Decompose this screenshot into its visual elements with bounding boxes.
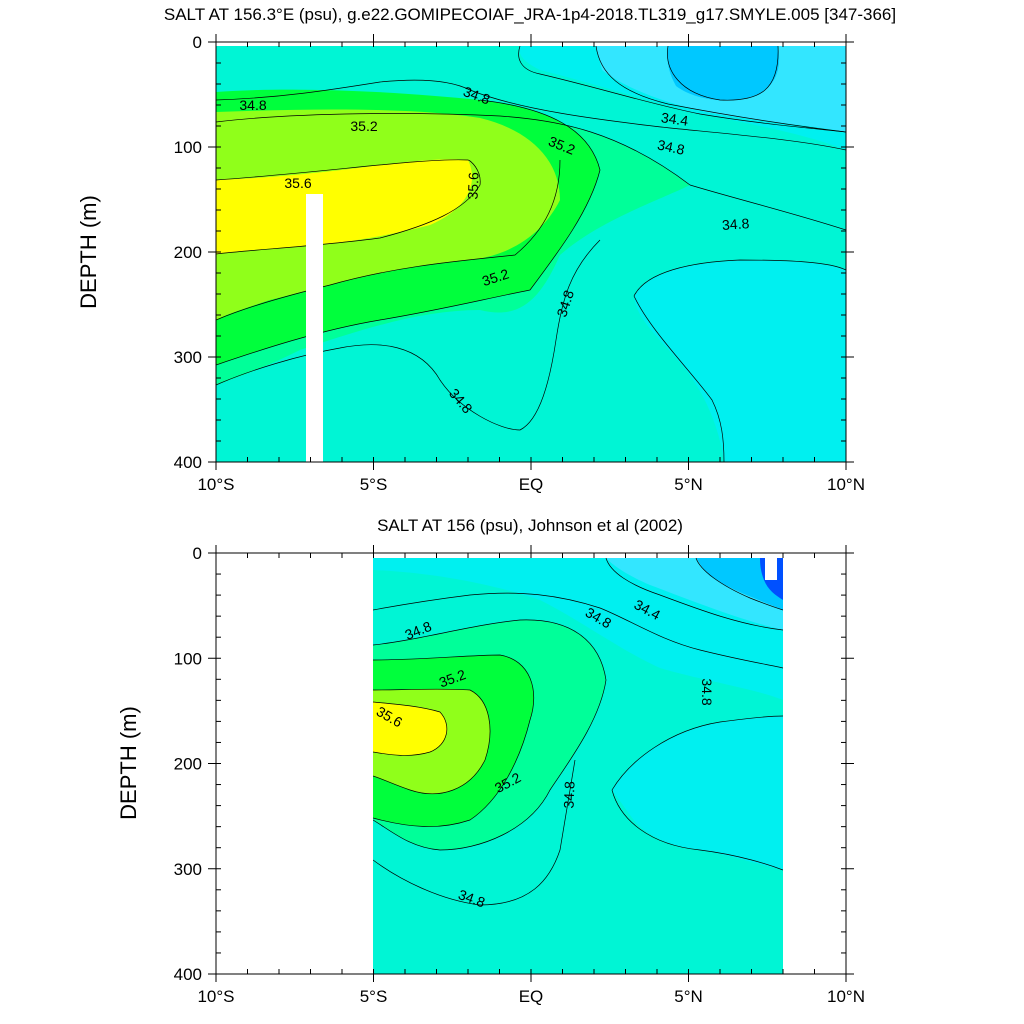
x-tick-label: 10°N (827, 475, 865, 494)
y-axis-label: DEPTH (m) (116, 706, 141, 820)
contour-label: 35.6 (284, 175, 311, 191)
x-tick-label: 10°N (827, 987, 865, 1006)
y-tick-label: 200 (174, 755, 202, 774)
contour-label: 34.8 (699, 678, 715, 705)
x-tick-label: 5°S (360, 475, 388, 494)
contour-label: 34.8 (239, 97, 266, 113)
y-tick-label: 200 (174, 243, 202, 262)
contour-label: 34.8 (722, 215, 751, 233)
x-tick-label: 5°S (360, 987, 388, 1006)
y-tick-label: 0 (193, 33, 202, 52)
contour-label: 35.2 (350, 118, 377, 134)
panel-title: SALT AT 156.3°E (psu), g.e22.GOMIPECOIAF… (164, 5, 896, 24)
y-tick-label: 300 (174, 348, 202, 367)
contour-fill-obs (373, 558, 783, 974)
x-tick-label: EQ (519, 987, 544, 1006)
panel-title: SALT AT 156 (psu), Johnson et al (2002) (377, 516, 683, 535)
x-tick-label: EQ (519, 475, 544, 494)
contour-label: 34.8 (561, 781, 578, 809)
y-tick-label: 100 (174, 649, 202, 668)
x-tick-label: 10°S (197, 475, 234, 494)
y-tick-label: 400 (174, 965, 202, 984)
x-tick-label: 5°N (674, 987, 703, 1006)
y-tick-label: 300 (174, 860, 202, 879)
contour-label: 35.6 (465, 172, 482, 200)
x-tick-label: 10°S (197, 987, 234, 1006)
y-axis-label: DEPTH (m) (76, 195, 101, 309)
y-tick-label: 100 (174, 138, 202, 157)
y-tick-label: 0 (193, 544, 202, 563)
contour-fill-model (216, 46, 846, 462)
y-tick-label: 400 (174, 453, 202, 472)
x-tick-label: 5°N (674, 475, 703, 494)
